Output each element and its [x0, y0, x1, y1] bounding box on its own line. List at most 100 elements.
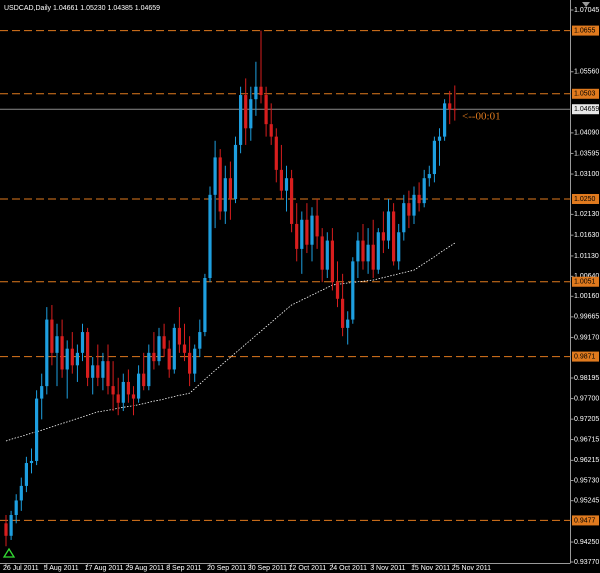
candle-body: [279, 169, 283, 191]
candle-body: [335, 282, 340, 299]
y-tick-label: 0.97700: [574, 395, 599, 402]
y-tick-label: 1.04090: [574, 130, 599, 137]
level-label-box: [572, 25, 599, 36]
candle-body: [269, 124, 273, 137]
candle-body: [177, 327, 181, 345]
candle-body: [86, 332, 90, 378]
y-tick-label: 1.03100: [574, 171, 599, 178]
y-tick-label: 1.03595: [574, 150, 599, 157]
candle-body: [116, 394, 120, 403]
candle-body: [437, 136, 442, 141]
candle-body: [14, 500, 18, 516]
y-tick-label: 0.96715: [574, 436, 599, 443]
candle-body: [182, 344, 187, 353]
candle-body: [9, 515, 13, 536]
level-label: 0.9871: [574, 353, 596, 360]
candle-body: [290, 178, 294, 224]
x-tick-label: 3 Nov 2011: [370, 565, 405, 572]
candle-body: [305, 219, 309, 245]
chart-title: USDCAD,Daily 1.04661 1.05230 1.04385 1.0…: [4, 5, 160, 12]
x-tick-label: 24 Oct 2011: [329, 565, 367, 572]
candle-body: [137, 373, 141, 399]
level-label-box: [572, 88, 599, 99]
level-label: 0.9477: [574, 517, 596, 524]
candle-body: [325, 240, 329, 270]
x-tick-label: 15 Nov 2011: [411, 565, 450, 572]
candle-body: [351, 261, 355, 320]
candle-body: [96, 365, 100, 378]
candle-body: [244, 95, 248, 129]
y-tick-label: 0.94250: [574, 539, 599, 546]
candle-body: [417, 194, 421, 204]
candle-body: [223, 178, 227, 212]
candle-body: [254, 86, 258, 100]
x-tick-label: 20 Sep 2011: [207, 565, 246, 572]
candle-body: [70, 348, 74, 366]
candle-body: [35, 398, 39, 461]
candle-body: [188, 352, 192, 374]
candle-body: [121, 381, 125, 403]
candle-body: [228, 178, 232, 199]
candle-body: [249, 99, 253, 129]
candle-body: [310, 215, 314, 245]
candle-body: [157, 336, 161, 362]
candle-body: [167, 348, 171, 370]
current-price-label: 1.04659: [574, 106, 599, 113]
candle-body: [320, 236, 324, 270]
candle-body: [330, 240, 334, 283]
period-marker: [2, 547, 16, 558]
candle-body: [101, 361, 105, 378]
x-tick-label: 25 Nov 2011: [452, 565, 491, 572]
x-tick-label: 5 Aug 2011: [44, 565, 79, 572]
y-tick-label: 1.00640: [574, 273, 599, 280]
candle-body: [392, 211, 396, 262]
candle-body: [284, 178, 289, 191]
candle-body: [4, 523, 8, 536]
level-label-box: [572, 515, 599, 526]
candle-body: [218, 157, 222, 212]
candle-body: [448, 103, 452, 110]
y-tick-label: 1.05560: [574, 69, 599, 76]
level-label: 1.0250: [574, 196, 596, 203]
x-tick-label: 17 Aug 2011: [85, 565, 124, 572]
x-tick-label: 30 Sep 2011: [248, 565, 287, 572]
candle-body: [80, 332, 85, 353]
moving-average: [5, 242, 456, 442]
candle-body: [407, 203, 411, 216]
candle-body: [65, 348, 69, 370]
current-price-box: [572, 104, 599, 115]
y-tick-label: 1.01130: [574, 253, 599, 260]
level-label: 1.0655: [574, 27, 596, 34]
candle-body: [427, 174, 431, 179]
y-tick-label: 0.97205: [574, 416, 599, 423]
candle-body: [162, 336, 166, 349]
level-label-box: [572, 351, 599, 362]
candle-body: [40, 386, 44, 399]
candle-body: [147, 352, 151, 387]
candle-body: [152, 352, 156, 362]
level-label: 1.0503: [574, 91, 596, 98]
candle-body: [60, 336, 64, 370]
candle-body: [397, 232, 401, 262]
candle-body: [412, 194, 416, 216]
y-tick-label: 1.00160: [574, 293, 599, 300]
candle-body: [111, 386, 115, 395]
candle-body: [432, 140, 436, 175]
x-tick-label: 12 Oct 2011: [289, 565, 327, 572]
candle-body: [366, 244, 370, 262]
candle-body: [75, 352, 79, 366]
candle-body: [106, 361, 110, 387]
scroll-marker: [582, 2, 590, 7]
candle-body: [24, 463, 28, 486]
candle-body: [19, 485, 23, 501]
candle-body: [45, 319, 49, 387]
candle-body: [213, 157, 217, 195]
y-tick-label: 1.07045: [574, 7, 599, 14]
candle-body: [346, 319, 350, 328]
level-label-box: [572, 276, 599, 287]
candle-body: [361, 240, 365, 262]
candle-body: [295, 223, 299, 249]
